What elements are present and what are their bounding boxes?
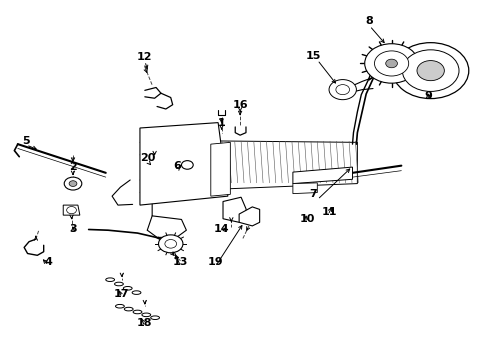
Text: 17: 17 [114, 289, 130, 299]
Text: 7: 7 [310, 189, 318, 199]
Ellipse shape [123, 287, 132, 290]
Ellipse shape [142, 313, 151, 317]
Text: 16: 16 [232, 100, 248, 110]
Polygon shape [293, 183, 318, 194]
Circle shape [392, 42, 469, 99]
Text: 11: 11 [321, 207, 337, 217]
Circle shape [159, 235, 183, 253]
Ellipse shape [133, 310, 142, 314]
Text: 18: 18 [137, 318, 152, 328]
Ellipse shape [106, 278, 115, 282]
Text: 4: 4 [45, 257, 52, 267]
Circle shape [365, 44, 418, 83]
Text: 3: 3 [69, 225, 77, 234]
Text: 19: 19 [208, 257, 223, 267]
Text: 20: 20 [141, 153, 156, 163]
Polygon shape [223, 197, 247, 222]
Text: 15: 15 [306, 51, 321, 61]
Polygon shape [293, 167, 352, 184]
Text: 2: 2 [69, 162, 77, 172]
Circle shape [67, 207, 76, 214]
Ellipse shape [132, 291, 141, 294]
Circle shape [64, 177, 82, 190]
Polygon shape [140, 123, 228, 205]
Circle shape [386, 59, 397, 68]
Text: 12: 12 [137, 52, 152, 62]
Text: 13: 13 [173, 257, 188, 267]
Ellipse shape [124, 307, 133, 311]
Circle shape [181, 161, 193, 169]
Circle shape [69, 181, 77, 186]
Circle shape [402, 50, 459, 91]
Ellipse shape [151, 316, 159, 319]
Ellipse shape [115, 282, 123, 286]
Text: 6: 6 [173, 161, 181, 171]
Circle shape [336, 85, 349, 95]
Text: 1: 1 [218, 118, 225, 128]
Text: 10: 10 [300, 214, 315, 224]
Polygon shape [239, 207, 260, 226]
Ellipse shape [116, 305, 124, 308]
Polygon shape [179, 140, 357, 191]
Polygon shape [211, 142, 230, 196]
Text: 9: 9 [424, 91, 432, 101]
Text: 8: 8 [366, 17, 373, 27]
Circle shape [165, 239, 176, 248]
Circle shape [329, 80, 356, 100]
Polygon shape [63, 205, 80, 215]
Text: 5: 5 [22, 136, 30, 145]
Circle shape [417, 60, 444, 81]
Circle shape [374, 51, 409, 76]
Text: 14: 14 [214, 225, 229, 234]
